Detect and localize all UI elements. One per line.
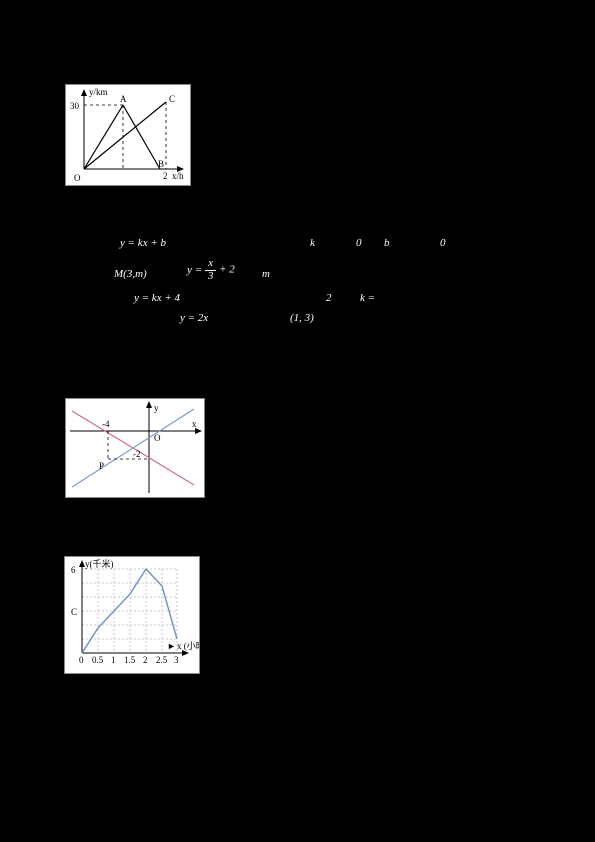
chart3-x05: 0.5 [92, 655, 104, 665]
chart3-x1: 1 [111, 655, 116, 665]
chart3-y6: 6 [71, 565, 76, 575]
chart1-svg: 30 y/km A C B 2 x/h O [66, 85, 190, 185]
chart2-yaxis-arrow [146, 401, 152, 408]
chart3-box: y(千米) 6 C 0 0.5 1 1.5 2 2.5 3 ► x (小时) [64, 556, 200, 674]
chart3-x15: 1.5 [124, 655, 136, 665]
chart2-neg4: -4 [102, 419, 110, 429]
chart1-label-A: A [120, 94, 127, 104]
chart2-ylabel: y [154, 403, 159, 413]
chart3-yC: C [71, 607, 77, 617]
chart1-ytick-30: 30 [70, 101, 80, 111]
chart1-label-O: O [74, 173, 81, 183]
chart3-xlabel-txt: x (小时) [177, 640, 199, 651]
chart1-line-AB [123, 105, 160, 169]
chart3-ylabel: y(千米) [85, 558, 114, 569]
formula2-plus2: + 2 [219, 264, 235, 276]
chart3-x0: 0 [79, 655, 84, 665]
chart3-x2: 2 [143, 655, 148, 665]
chart2-neg2: -2 [133, 449, 141, 459]
formula3-two: 2 [326, 292, 332, 304]
chart2-O: O [154, 433, 161, 443]
chart2-svg: y x O -4 P -2 [66, 399, 204, 497]
chart3-svg: y(千米) 6 C 0 0.5 1 1.5 2 2.5 3 ► x (小时) [65, 557, 199, 673]
chart3-xlabel: ► [167, 641, 176, 651]
formula2-frac: y = x 3 + 2 [187, 258, 235, 282]
page-root: 30 y/km A C B 2 x/h O y = kx + b k 0 b 0… [0, 0, 595, 842]
chart3-x3: 3 [174, 655, 179, 665]
formula4-expr: y = 2x [180, 312, 208, 324]
chart1-box: 30 y/km A C B 2 x/h O [65, 84, 191, 186]
chart2-xlabel: x [192, 419, 197, 429]
formula2-frac-top: x [205, 258, 217, 271]
chart2-blue-line [72, 409, 194, 487]
chart1-line-OA [84, 105, 123, 169]
formula1-zero2: 0 [440, 237, 446, 249]
chart1-label-B: B [158, 159, 164, 169]
formula1: y = kx + b [120, 237, 166, 249]
chart2-box: y x O -4 P -2 [65, 398, 205, 498]
chart1-ylabel: y/km [89, 87, 108, 97]
formula4-pt: (1, 3) [290, 312, 314, 324]
formula2-frac-bot: 3 [205, 271, 217, 283]
formula1-expr: y = kx + b [120, 237, 166, 249]
formula2-point: M(3,m) [114, 268, 147, 280]
chart1-yaxis-arrow [81, 89, 87, 96]
chart1-xtick-2: 2 [163, 171, 168, 181]
chart1-xlabel: x/h [172, 171, 184, 181]
formula3-k: k = [360, 292, 375, 304]
chart1-label-C: C [169, 94, 175, 104]
formula1-b: b [384, 237, 390, 249]
formula1-zero1: 0 [356, 237, 362, 249]
formula1-k: k [310, 237, 315, 249]
formula3-expr: y = kx + 4 [134, 292, 180, 304]
chart2-P: P [99, 461, 104, 471]
chart3-x25: 2.5 [156, 655, 168, 665]
formula2-m: m [262, 268, 270, 280]
